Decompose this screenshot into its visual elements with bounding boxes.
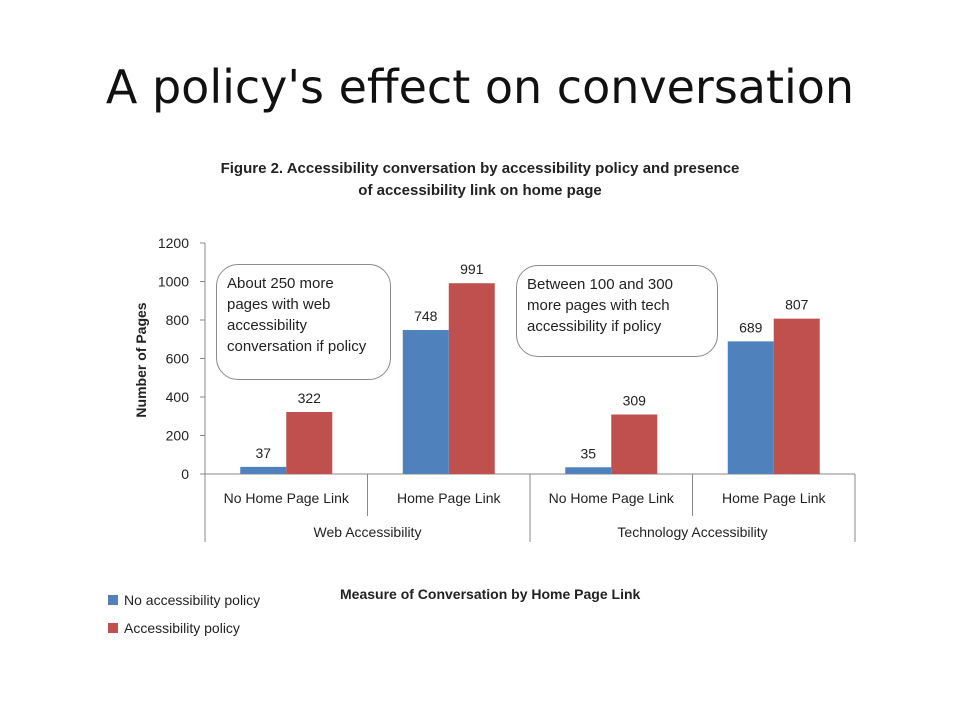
- annotation-web-line: conversation if policy: [227, 338, 367, 355]
- x-group-label: Technology Accessibility: [617, 524, 767, 540]
- annotation-tech-line: Between 100 and 300: [527, 276, 673, 293]
- y-tick-label: 200: [166, 428, 190, 444]
- annotation-tech: Between 100 and 300 more pages with tech…: [516, 265, 718, 357]
- legend-swatch-blue: [108, 595, 118, 605]
- bar-policy: [286, 412, 333, 474]
- data-label: 37: [255, 445, 271, 461]
- data-label: 748: [414, 308, 438, 324]
- annotation-tech-line: more pages with tech: [527, 297, 670, 314]
- legend-label: Accessibility policy: [124, 620, 240, 636]
- data-label: 807: [785, 297, 809, 313]
- annotation-web-line: pages with web: [227, 296, 331, 313]
- chart-legend: No accessibility policy Accessibility po…: [108, 586, 260, 642]
- x-tick-label: No Home Page Link: [224, 490, 350, 506]
- data-label: 689: [739, 319, 763, 335]
- figure-title-line-1: Figure 2. Accessibility conversation by …: [220, 160, 740, 177]
- legend-item-policy: Accessibility policy: [108, 614, 260, 642]
- slide-title: A policy's effect on conversation: [105, 60, 855, 114]
- y-tick-label: 1200: [158, 235, 189, 251]
- x-tick-label: Home Page Link: [722, 490, 827, 506]
- y-axis-title: Number of Pages: [133, 302, 149, 417]
- annotation-web-line: accessibility: [227, 317, 308, 334]
- x-group-label: Web Accessibility: [314, 524, 422, 540]
- annotation-web: About 250 more pages with web accessibil…: [216, 264, 391, 380]
- bar-policy: [773, 318, 820, 474]
- data-label: 991: [460, 261, 484, 277]
- x-tick-label: Home Page Link: [397, 490, 502, 506]
- x-axis-title: Measure of Conversation by Home Page Lin…: [340, 586, 641, 602]
- y-tick-label: 400: [166, 389, 190, 405]
- bar-no-policy: [402, 330, 449, 474]
- legend-item-no-policy: No accessibility policy: [108, 586, 260, 614]
- bar-no-policy: [727, 341, 774, 474]
- bar-policy: [448, 283, 495, 474]
- data-label: 309: [623, 393, 647, 409]
- annotation-web-line: About 250 more: [227, 275, 334, 292]
- bar-no-policy: [565, 467, 612, 474]
- figure-title-line-2: of accessibility link on home page: [358, 182, 602, 199]
- y-tick-label: 1000: [158, 274, 189, 290]
- y-tick-label: 0: [181, 466, 189, 482]
- y-tick-label: 800: [166, 312, 190, 328]
- legend-swatch-red: [108, 623, 118, 633]
- figure-title: Figure 2. Accessibility conversation by …: [160, 158, 800, 202]
- x-tick-label: No Home Page Link: [549, 490, 675, 506]
- data-label: 322: [298, 390, 322, 406]
- legend-label: No accessibility policy: [124, 592, 261, 608]
- y-tick-label: 600: [166, 351, 190, 367]
- annotation-tech-line: accessibility if policy: [527, 318, 662, 335]
- bar-policy: [611, 414, 658, 474]
- data-label: 35: [580, 445, 596, 461]
- bar-no-policy: [240, 466, 287, 474]
